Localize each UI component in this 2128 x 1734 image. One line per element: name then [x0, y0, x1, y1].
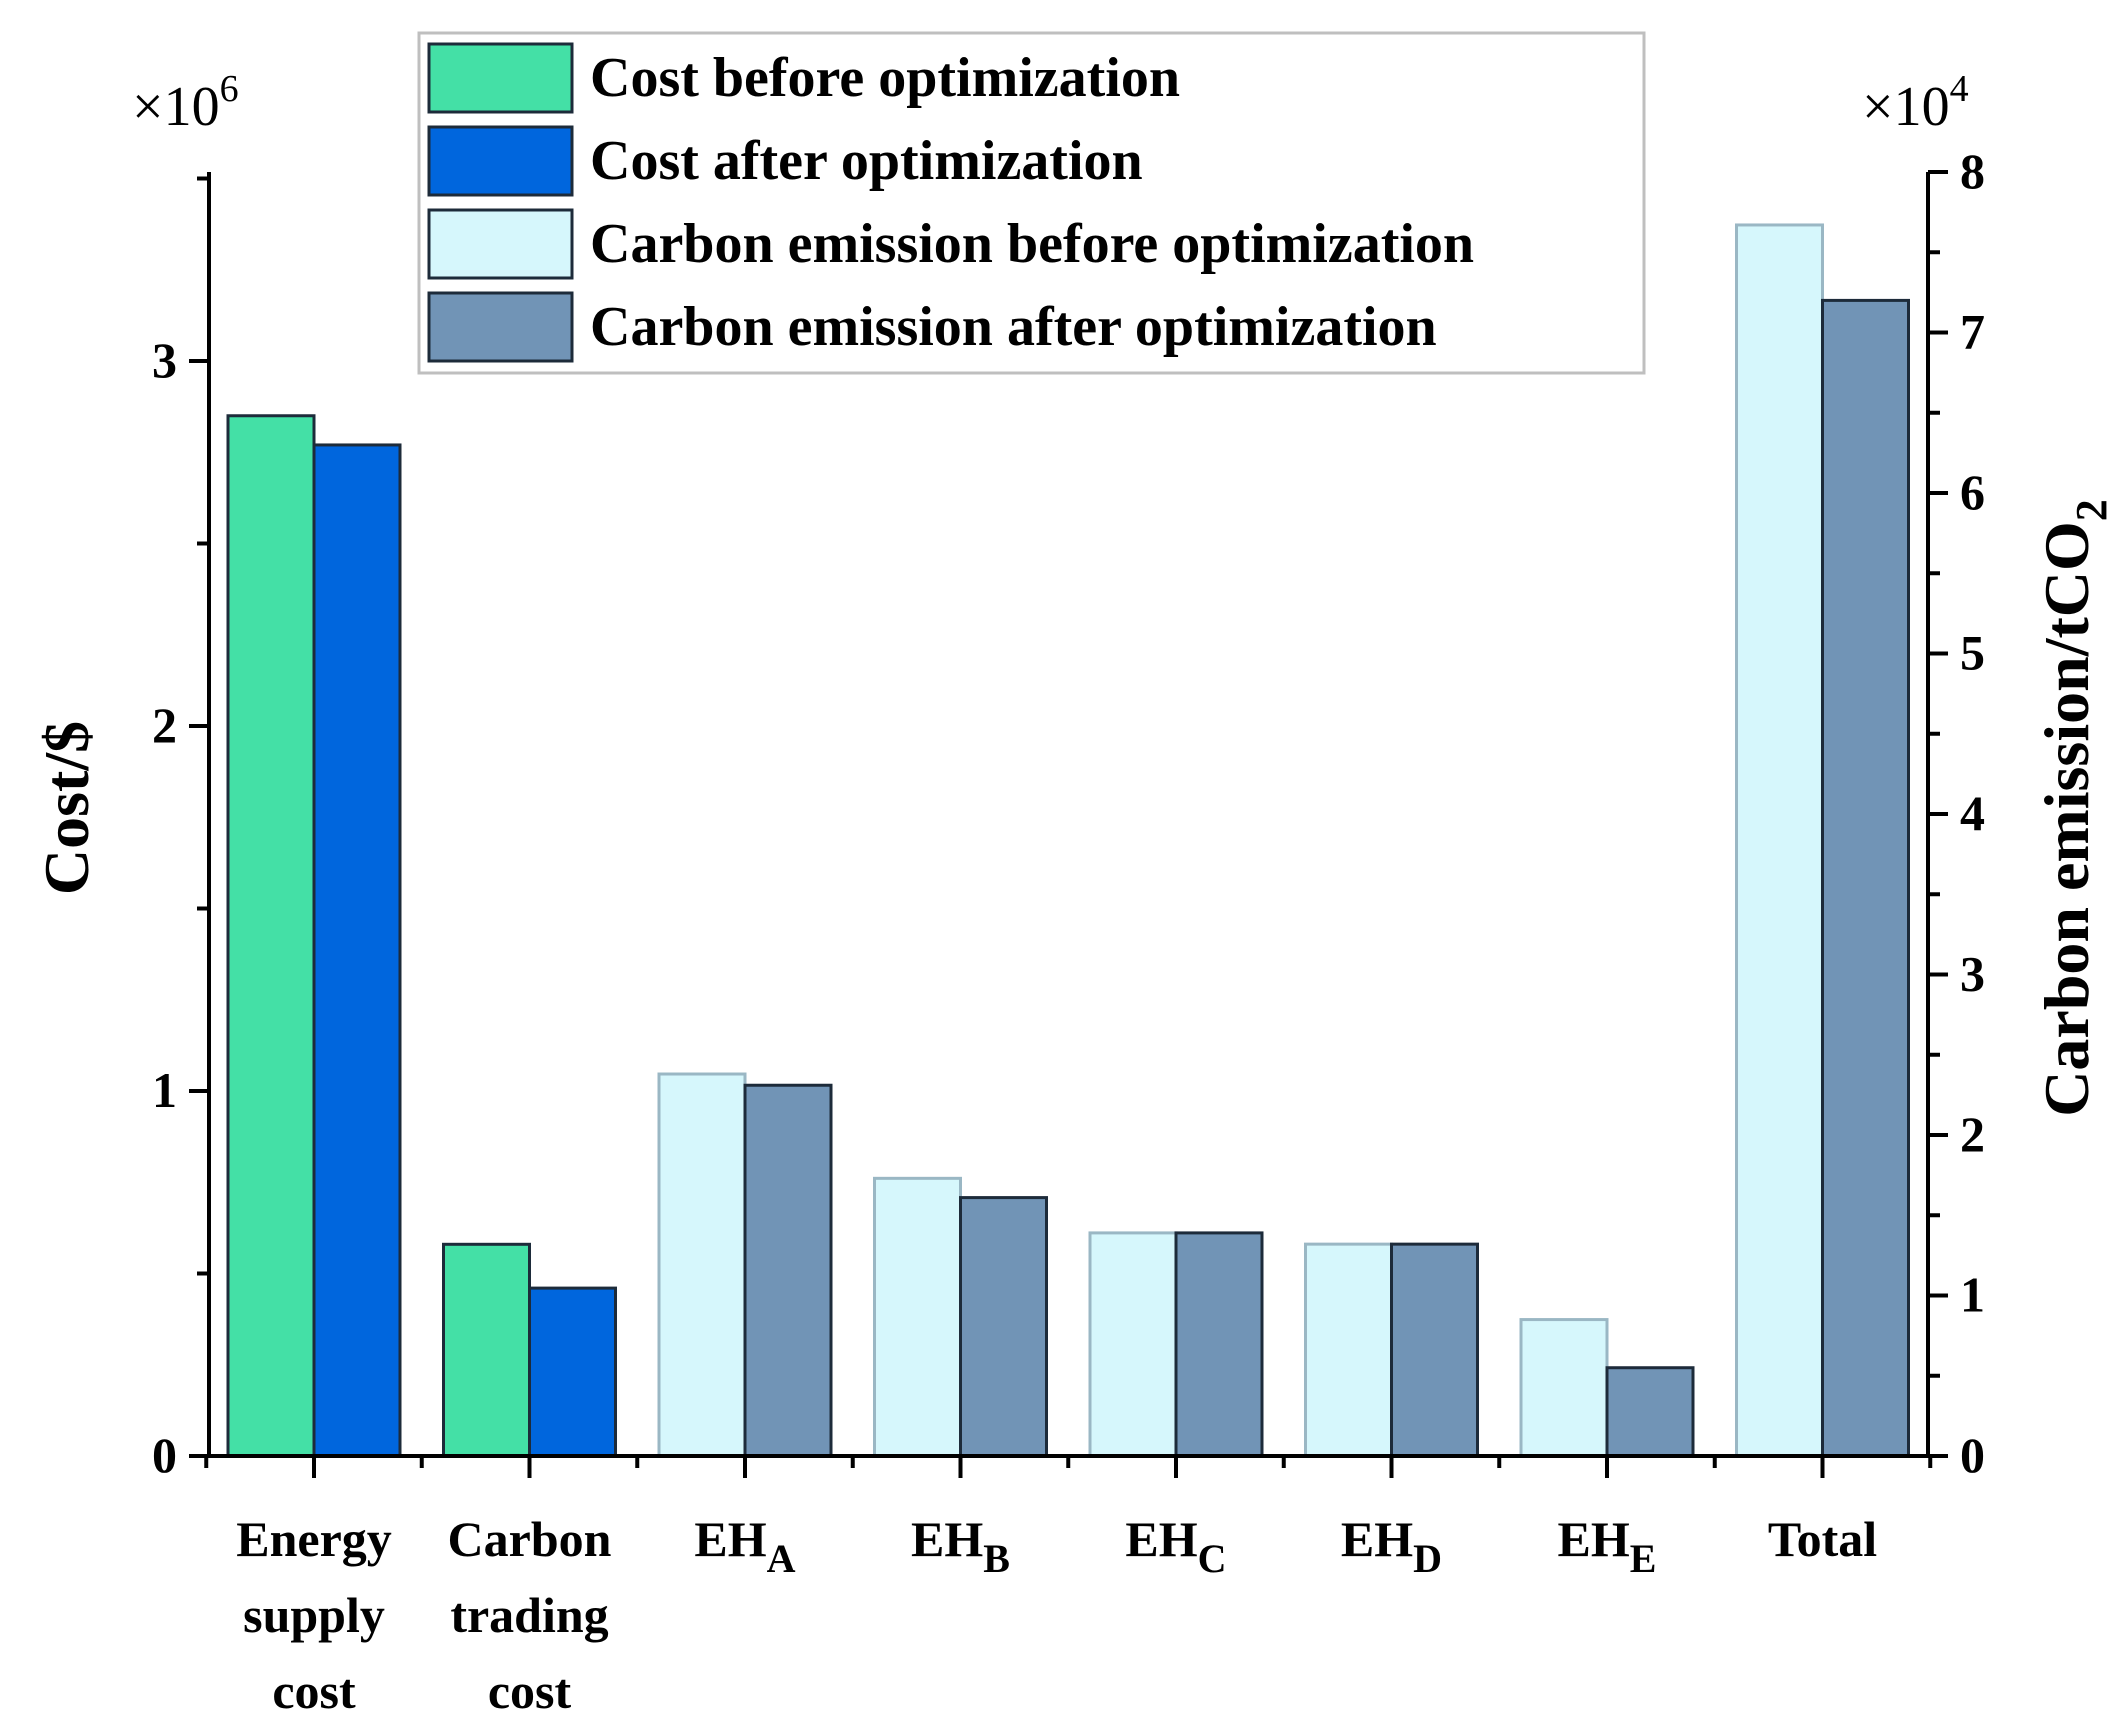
- x-category-label-main: EH: [694, 1511, 766, 1567]
- right-tick-label: 7: [1960, 304, 1985, 360]
- left-tick-label: 3: [152, 332, 177, 388]
- x-category-label-main: EH: [1125, 1511, 1197, 1567]
- x-category-label-line: trading: [450, 1587, 608, 1643]
- x-category-label-line: Total: [1768, 1511, 1877, 1567]
- bar-carbon_before-ehb: [873, 1176, 962, 1458]
- right-multiplier-base: ×10: [1862, 76, 1950, 138]
- x-category-label-line: Carbon: [448, 1511, 612, 1567]
- left-axis-multiplier: ×106: [132, 68, 239, 138]
- legend-label-cost_before: Cost before optimization: [590, 47, 1180, 109]
- bar-carbon_before-total: [1735, 223, 1824, 1458]
- right-tick-label: 5: [1960, 625, 1985, 681]
- right-tick-label: 0: [1960, 1427, 1985, 1483]
- bar-carbon_before-ehc: [1088, 1231, 1178, 1458]
- x-category-label: EHE: [1558, 1511, 1657, 1581]
- legend: Cost before optimization Cost after optim…: [417, 31, 1646, 375]
- x-category-label-line: supply: [243, 1587, 385, 1643]
- x-category-label: EHA: [694, 1511, 795, 1581]
- x-category-label-line: Energy: [236, 1511, 392, 1567]
- right-tick-label: 4: [1960, 785, 1985, 841]
- left-axis-title: Cost/$: [31, 721, 102, 895]
- bar-carbon_before-eha: [657, 1072, 747, 1458]
- legend-label-carbon_before: Carbon emission before optimization: [590, 213, 1474, 275]
- legend-label-cost_after: Cost after optimization: [590, 130, 1143, 192]
- bar-carbon_after-eha: [743, 1083, 833, 1458]
- bars-layer: [226, 223, 1910, 1458]
- bar-cost_after-carbon-trading: [528, 1286, 617, 1458]
- bar-cost_before-carbon-trading: [442, 1242, 531, 1458]
- x-category-label: EHC: [1125, 1511, 1226, 1581]
- legend-swatch-cost_before: [427, 42, 574, 114]
- x-category-label-sub: B: [983, 1536, 1010, 1581]
- legend-swatch-carbon_before: [427, 208, 574, 280]
- x-category-label-main: EH: [1558, 1511, 1630, 1567]
- bar-carbon_after-ehb: [959, 1196, 1048, 1458]
- right-axis-title-sub: 2: [2067, 499, 2116, 521]
- legend-swatch-carbon_after: [427, 291, 574, 363]
- bar-carbon_after-ehe: [1605, 1366, 1695, 1458]
- left-tick-label: 1: [152, 1062, 177, 1118]
- bar-cost_before-energy: [226, 414, 316, 1458]
- legend-swatch-cost_after: [427, 125, 574, 197]
- x-category-label-line: cost: [272, 1663, 356, 1719]
- left-multiplier-exponent: 6: [220, 68, 239, 110]
- bar-cost_after-energy: [312, 443, 402, 1458]
- x-category-label-line: cost: [488, 1663, 572, 1719]
- left-multiplier-base: ×10: [132, 76, 220, 138]
- x-category-label: EHD: [1341, 1511, 1442, 1581]
- x-category-label-sub: E: [1630, 1536, 1657, 1581]
- right-axis-title-main: Carbon emission/tCO: [2031, 521, 2102, 1117]
- right-tick-label: 6: [1960, 464, 1985, 520]
- legend-label-carbon_after: Carbon emission after optimization: [590, 296, 1437, 358]
- right-axis-multiplier: ×104: [1862, 68, 1969, 138]
- bar-carbon_after-ehd: [1390, 1242, 1479, 1458]
- left-tick-label: 0: [152, 1427, 177, 1483]
- x-category-label: EHB: [911, 1511, 1010, 1581]
- legend-box: [417, 31, 1646, 375]
- left-tick-label: 2: [152, 697, 177, 753]
- right-multiplier-exponent: 4: [1950, 68, 1969, 110]
- bar-carbon_after-total: [1821, 298, 1910, 1458]
- x-category-label-sub: D: [1413, 1536, 1442, 1581]
- right-tick-label: 2: [1960, 1106, 1985, 1162]
- axes-layer: 0 1 2 3 0 1 2 3 4 5 6 7 8 Energy supply cost Carbon tradi…: [31, 68, 2116, 1719]
- right-axis-title: Carbon emission/tCO2: [2031, 499, 2116, 1117]
- x-category-label-main: EH: [1341, 1511, 1413, 1567]
- x-category-label-main: EH: [911, 1511, 983, 1567]
- right-tick-label: 8: [1960, 143, 1985, 199]
- x-category-label-sub: C: [1198, 1536, 1227, 1581]
- right-tick-label: 3: [1960, 946, 1985, 1002]
- bar-carbon_before-ehd: [1304, 1242, 1393, 1458]
- bar-carbon_before-ehe: [1519, 1318, 1609, 1458]
- bar-carbon_after-ehc: [1174, 1231, 1264, 1458]
- right-tick-label: 1: [1960, 1267, 1985, 1323]
- x-category-label-sub: A: [767, 1536, 796, 1581]
